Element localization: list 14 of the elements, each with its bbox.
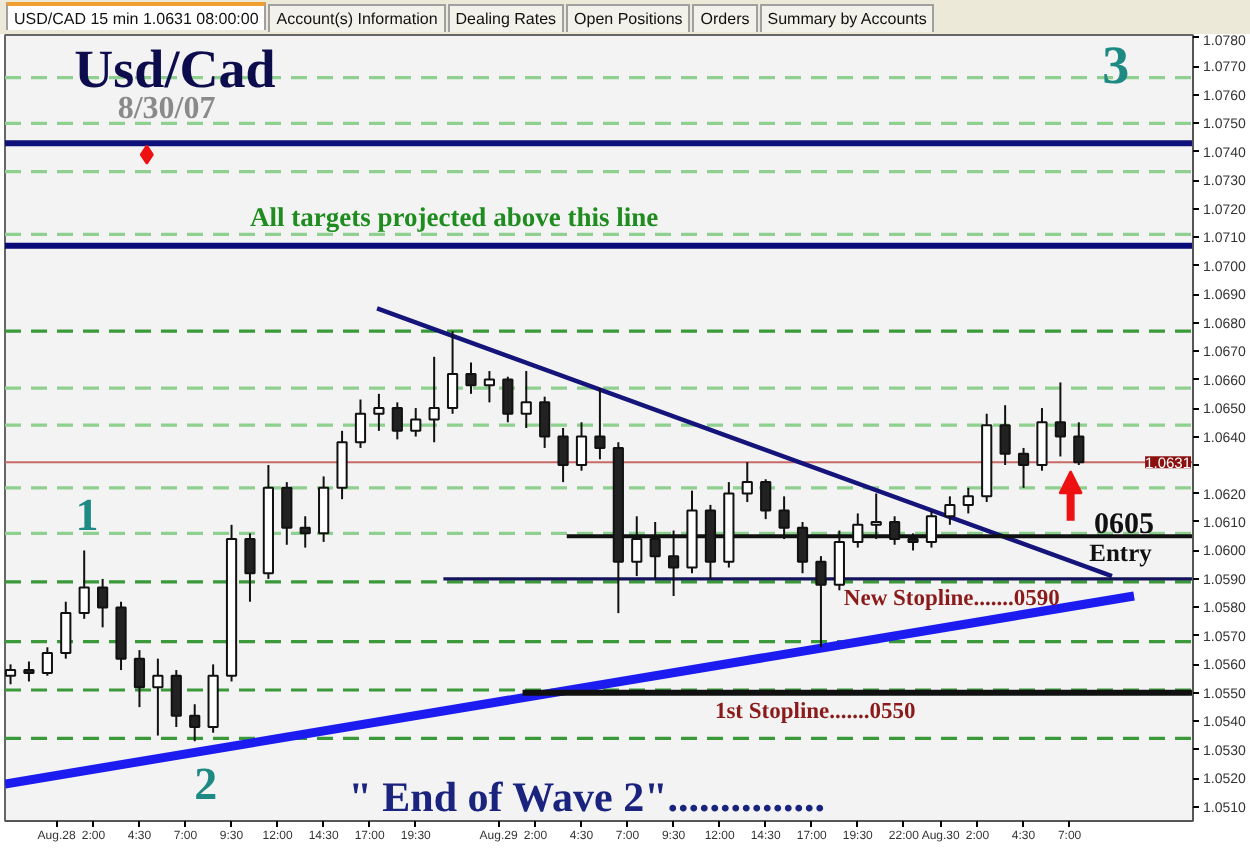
annotation: All targets projected above this line <box>249 202 659 233</box>
text: Dealing Rates <box>447 4 565 32</box>
annotation: 1 <box>75 490 99 541</box>
annotation: 0605 <box>1094 509 1155 542</box>
annotation: New Stopline.......0590 <box>843 586 1061 611</box>
text: Orders <box>692 4 758 32</box>
annotation: 1st Stopline.......0550 <box>714 699 917 724</box>
text: Open Positions <box>566 4 691 32</box>
annotation: " End of Wave 2"............... <box>348 772 825 821</box>
text: Summary by Accounts <box>759 4 935 32</box>
text: Account(s) Information <box>268 4 446 32</box>
annotation: 2 <box>194 759 218 810</box>
annotation: 3 <box>1102 34 1130 95</box>
annotation: Entry <box>1089 538 1154 567</box>
